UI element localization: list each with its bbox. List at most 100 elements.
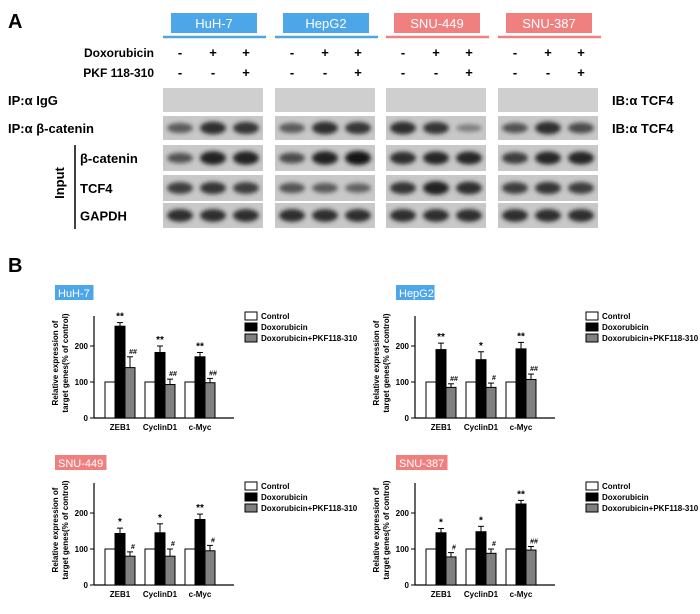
bar-control [144, 548, 156, 586]
cell-line-headers: HuH-7 HepG2 SNU-449 SNU-387 [163, 13, 601, 39]
y-axis-label-line: Relative expression of [372, 320, 381, 405]
cell-line-box-3 [394, 13, 480, 33]
treatment-sign: + [577, 45, 585, 60]
category-label: ZEB1 [110, 423, 131, 432]
blot-band [568, 182, 594, 194]
bar-doxorubicin-pkf118-310 [164, 555, 176, 586]
bar-doxorubicin-pkf118-310 [204, 550, 216, 586]
blot-band [568, 151, 594, 165]
panel-b-letter: B [8, 255, 22, 277]
legend-label: Doxorubicin [602, 323, 649, 332]
blot-band [279, 209, 305, 222]
significance-mark: # [131, 544, 135, 551]
significance-mark: ## [129, 349, 137, 356]
significance-mark: ## [530, 366, 538, 373]
y-tick-label: 0 [405, 581, 410, 590]
blot-band [167, 209, 193, 222]
treatment-sign: + [354, 65, 362, 80]
treatment-sign: + [242, 45, 250, 60]
legend-label: Doxorubicin [261, 493, 308, 502]
legend-swatch [244, 311, 258, 321]
significance-mark: ## [169, 371, 177, 378]
bar-doxorubicin-pkf118-310 [124, 367, 136, 419]
chart-title: HuH-7 [58, 288, 90, 300]
treatment-sign: - [290, 45, 294, 60]
bar-doxorubicin [515, 503, 527, 586]
treatment-sign: - [290, 65, 294, 80]
y-axis-label-line: target genes(% of control) [61, 313, 70, 412]
y-axis-label: Relative expression oftarget genes(% of … [372, 480, 391, 579]
blot-label: TCF4 [80, 181, 113, 196]
y-axis-label: Relative expression oftarget genes(% of … [51, 480, 70, 579]
bar-control [104, 381, 116, 419]
category-label: c-Myc [510, 423, 533, 432]
bar-control [465, 381, 477, 419]
significance-mark: ** [437, 332, 445, 343]
treatment-sign: - [401, 65, 405, 80]
bar-doxorubicin [435, 349, 447, 419]
blot-band [502, 209, 528, 222]
bar-doxorubicin [114, 325, 126, 419]
blot-band [345, 183, 371, 193]
panel-a: A HuH-7 HepG2 SNU-449 SNU-387 Doxorubicin - +… [8, 11, 674, 229]
blot-band [200, 209, 226, 222]
y-tick-label: 0 [84, 581, 89, 590]
blot-band [502, 122, 528, 134]
blot-band [279, 123, 305, 133]
significance-mark: # [452, 545, 456, 552]
y-tick-label: 200 [75, 509, 89, 518]
legend-label: Doxorubicin+PKF118-310 [261, 504, 358, 513]
bar-control [184, 548, 196, 586]
legend-label: Control [261, 482, 289, 491]
blot-band [535, 121, 561, 135]
blot-band [345, 209, 371, 222]
blot-band [345, 151, 371, 165]
cell-line-box-1 [171, 13, 257, 33]
bar-doxorubicin-pkf118-310 [485, 386, 497, 419]
blot-probe-label: IB:α TCF4 [612, 121, 674, 136]
blot-band [423, 181, 449, 195]
significance-mark: # [492, 375, 496, 382]
significance-mark: # [211, 537, 215, 544]
treatment-sign: + [465, 45, 473, 60]
blot-band [345, 121, 371, 135]
legend-swatch [244, 333, 258, 343]
treatment-sign: + [242, 65, 250, 80]
blot-probe-label: IB:α TCF4 [612, 93, 674, 108]
blot-band [568, 209, 594, 222]
blot-band [279, 152, 305, 164]
y-axis-label: Relative expression oftarget genes(% of … [51, 313, 70, 412]
chart-title-box [55, 285, 94, 300]
significance-mark: # [171, 541, 175, 548]
significance-mark: ** [116, 312, 124, 323]
category-label: CyclinD1 [464, 423, 499, 432]
cell-line-label: HepG2 [305, 16, 346, 31]
legend-swatch [585, 311, 599, 321]
cell-line-box-4 [506, 13, 592, 33]
chart-title-box [396, 455, 448, 470]
bar-control [144, 381, 156, 419]
blot-band [233, 182, 259, 194]
legend-swatch [585, 503, 599, 513]
bar-doxorubicin [475, 359, 487, 419]
legend-label: Control [602, 482, 630, 491]
bar-control [104, 548, 116, 586]
blot-band [390, 181, 416, 195]
blot-band [200, 151, 226, 165]
bar-control [425, 548, 437, 586]
cell-line-box-2 [283, 13, 369, 33]
bar-control [465, 548, 477, 586]
category-label: ZEB1 [431, 423, 452, 432]
blot-strip [275, 88, 375, 112]
category-label: ZEB1 [110, 590, 131, 599]
y-tick-label: 100 [75, 545, 89, 554]
cell-line-label: SNU-387 [522, 16, 575, 31]
blot-band [423, 209, 449, 222]
chart-4: SNU-387 0 100 200 Relative expression oftarg… [372, 455, 699, 599]
category-label: c-Myc [189, 423, 212, 432]
significance-mark: ## [209, 370, 217, 377]
treatment-sign: - [513, 45, 517, 60]
category-label: c-Myc [189, 590, 212, 599]
